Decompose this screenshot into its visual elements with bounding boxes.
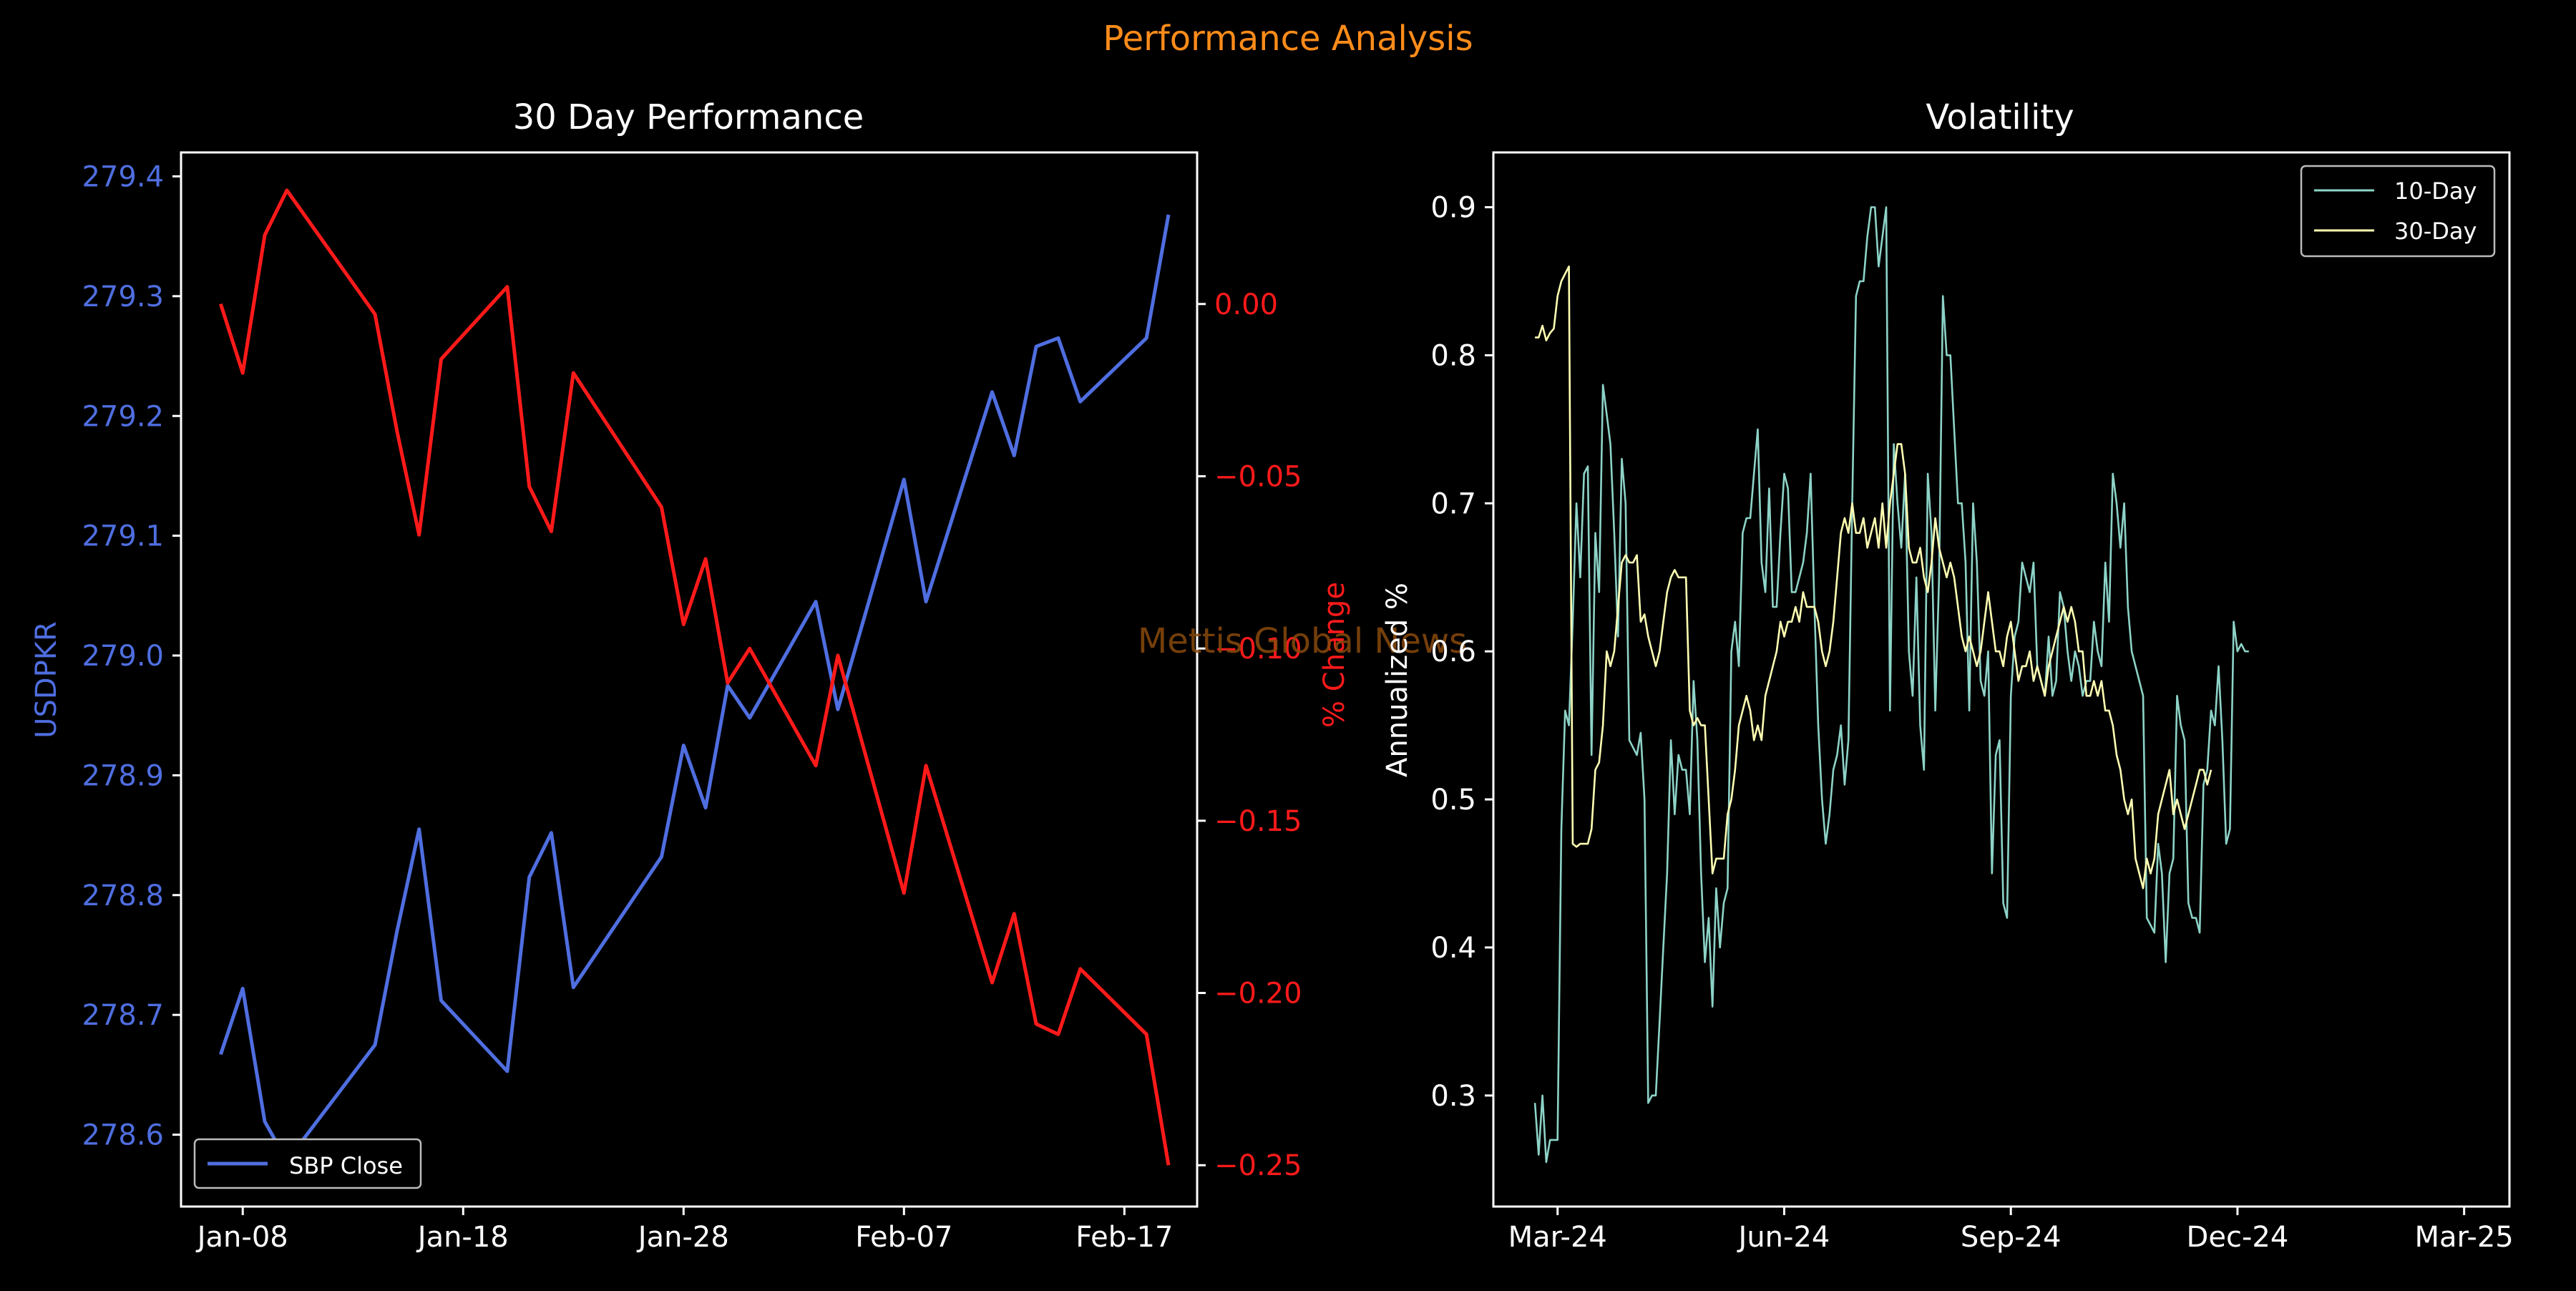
performance-chart-frame bbox=[180, 151, 1199, 1208]
y-tick-label: 279.4 bbox=[82, 160, 164, 193]
y-tick-label: 0.4 bbox=[1430, 932, 1476, 965]
x-tick-label: Jan-18 bbox=[416, 1221, 509, 1254]
y-tick-label: 279.2 bbox=[82, 400, 164, 433]
legend-label-30-day: 30-Day bbox=[2394, 218, 2477, 245]
performance-chart-marks: 278.6 278.7 278.8 278.9 279.0 279.1 279.2 279.3… bbox=[82, 160, 1302, 1254]
y-tick-label: 279.3 bbox=[82, 281, 164, 313]
volatility-chart: Volatility 0.3 0.4 0.5 0.6 0.7 0.8 0.9 Mar-24 Ju… bbox=[1381, 97, 2514, 1254]
x-tick-label: Mar-25 bbox=[2415, 1221, 2514, 1254]
y2-tick-label: −0.05 bbox=[1214, 460, 1302, 493]
y2-tick-label: 0.00 bbox=[1214, 288, 1278, 321]
legend-box bbox=[193, 1138, 422, 1189]
legend-label-sbp-close: SBP Close bbox=[289, 1152, 403, 1179]
y2-tick-label: −0.20 bbox=[1214, 978, 1302, 1010]
volatility-chart-marks: 0.3 0.4 0.5 0.6 0.7 0.8 0.9 Mar-24 Jun-24 Sep-24 D… bbox=[1430, 192, 2513, 1254]
legend-box bbox=[2300, 165, 2496, 258]
x-tick-label: Dec-24 bbox=[2187, 1221, 2289, 1254]
x-tick-label: Jan-08 bbox=[195, 1221, 288, 1254]
y-tick-label: 0.6 bbox=[1430, 635, 1476, 668]
series-line-sbp-close bbox=[219, 214, 1171, 1163]
y-tick-label: 0.7 bbox=[1430, 487, 1476, 520]
performance-chart-title: 30 Day Performance bbox=[513, 97, 864, 137]
series-line-30-day bbox=[1535, 265, 2212, 890]
performance-chart-y2label: % Change bbox=[1318, 582, 1351, 728]
y-tick-label: 279.0 bbox=[82, 640, 164, 673]
volatility-chart-ylabel: Annualized % bbox=[1381, 583, 1414, 777]
volatility-chart-legend: 10-Day 30-Day bbox=[2300, 165, 2496, 258]
y2-tick-label: −0.10 bbox=[1214, 633, 1302, 666]
y-tick-label: 278.9 bbox=[82, 759, 164, 792]
y-tick-label: 0.3 bbox=[1430, 1080, 1476, 1113]
x-tick-label: Feb-07 bbox=[855, 1221, 952, 1254]
y2-tick-label: −0.15 bbox=[1214, 805, 1302, 838]
y-tick-label: 278.7 bbox=[82, 999, 164, 1032]
x-tick-label: Sep-24 bbox=[1961, 1221, 2062, 1254]
performance-chart: 30 Day Performance 278.6278.7278.8278.92… bbox=[30, 97, 1351, 1254]
series-line--change bbox=[219, 188, 1171, 1166]
series-line-10-day bbox=[1533, 206, 2249, 1164]
y-tick-label: 279.1 bbox=[82, 520, 164, 553]
y2-tick-label: −0.25 bbox=[1214, 1149, 1302, 1182]
y-tick-label: 0.8 bbox=[1430, 339, 1476, 372]
x-tick-label: Mar-24 bbox=[1508, 1221, 1607, 1254]
legend-label-10-day: 10-Day bbox=[2394, 177, 2477, 205]
performance-chart-ylabel: USDPKR bbox=[30, 621, 63, 739]
volatility-chart-frame bbox=[1492, 151, 2511, 1208]
volatility-chart-title: Volatility bbox=[1926, 97, 2074, 137]
y-tick-label: 0.5 bbox=[1430, 784, 1476, 817]
x-tick-label: Jun-24 bbox=[1737, 1221, 1830, 1254]
y-tick-label: 278.6 bbox=[82, 1119, 164, 1152]
watermark-text: Mettis Global News bbox=[1138, 621, 1467, 661]
x-tick-label: Feb-17 bbox=[1075, 1221, 1173, 1254]
y-tick-label: 278.8 bbox=[82, 880, 164, 912]
y-tick-label: 0.9 bbox=[1430, 192, 1476, 225]
performance-chart-legend: SBP Close bbox=[193, 1138, 422, 1189]
figure-title: Performance Analysis bbox=[1103, 19, 1473, 59]
x-tick-label: Jan-28 bbox=[636, 1221, 729, 1254]
